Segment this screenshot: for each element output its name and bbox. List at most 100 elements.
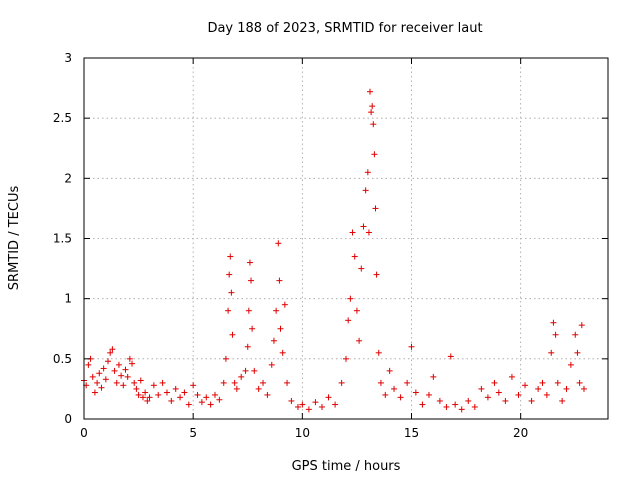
- data-point-marker: [276, 277, 283, 284]
- data-point-marker: [554, 379, 561, 386]
- data-point-marker: [139, 394, 146, 401]
- data-point-marker: [412, 389, 419, 396]
- x-axis-ticks: 0 5 10 15 20: [80, 58, 528, 440]
- data-point-marker: [502, 397, 509, 404]
- data-point-marker: [356, 337, 363, 344]
- data-point-marker: [447, 353, 454, 360]
- data-points: [81, 88, 587, 413]
- data-point-marker: [528, 397, 535, 404]
- y-tick-label: 2.5: [53, 111, 72, 125]
- data-point-marker: [249, 325, 256, 332]
- data-point-marker: [397, 394, 404, 401]
- data-point-marker: [443, 403, 450, 410]
- data-point-marker: [312, 399, 319, 406]
- data-point-marker: [365, 229, 372, 236]
- data-point-marker: [113, 379, 120, 386]
- data-point-marker: [212, 391, 218, 398]
- data-point-marker: [294, 403, 301, 410]
- data-point-marker: [245, 307, 252, 314]
- data-point-marker: [370, 121, 377, 128]
- data-point-marker: [419, 401, 426, 408]
- data-point-marker: [231, 379, 238, 386]
- data-point-marker: [349, 229, 356, 236]
- data-point-marker: [391, 385, 398, 392]
- data-point-marker: [181, 389, 188, 396]
- data-point-marker: [107, 349, 114, 356]
- data-point-marker: [190, 382, 197, 389]
- y-tick-label: 0: [64, 412, 72, 426]
- data-point-marker: [207, 401, 214, 408]
- data-point-marker: [522, 382, 529, 389]
- data-point-marker: [273, 307, 280, 314]
- data-point-marker: [109, 346, 116, 353]
- data-point-marker: [408, 343, 415, 350]
- data-point-marker: [246, 259, 253, 266]
- data-point-marker: [122, 366, 129, 373]
- data-point-marker: [135, 391, 142, 398]
- data-point-marker: [194, 391, 201, 398]
- data-point-marker: [552, 331, 559, 338]
- data-point-marker: [118, 372, 125, 379]
- data-point-marker: [225, 307, 232, 314]
- data-point-marker: [351, 253, 358, 260]
- data-point-marker: [543, 391, 550, 398]
- data-point-marker: [155, 391, 162, 398]
- data-point-marker: [491, 379, 498, 386]
- data-point-marker: [539, 379, 546, 386]
- data-point-marker: [495, 389, 502, 396]
- data-point-marker: [129, 360, 136, 367]
- data-point-marker: [373, 271, 380, 278]
- x-tick-label: 15: [404, 426, 419, 440]
- data-point-marker: [275, 240, 282, 247]
- data-point-marker: [288, 397, 295, 404]
- data-point-marker: [360, 223, 367, 230]
- data-point-marker: [305, 406, 312, 413]
- data-point-marker: [382, 391, 389, 398]
- data-point-marker: [375, 349, 382, 356]
- data-point-marker: [458, 406, 465, 413]
- data-point-marker: [574, 349, 581, 356]
- data-point-marker: [343, 355, 349, 362]
- data-point-marker: [120, 382, 127, 389]
- data-point-marker: [126, 355, 133, 362]
- data-point-marker: [251, 367, 258, 374]
- data-point-marker: [338, 379, 345, 386]
- data-point-marker: [436, 397, 443, 404]
- data-point-marker: [203, 394, 210, 401]
- data-point-marker: [576, 379, 583, 386]
- data-point-marker: [371, 151, 378, 158]
- data-point-marker: [94, 379, 101, 386]
- data-point-marker: [227, 253, 234, 260]
- data-point-marker: [318, 403, 325, 410]
- data-point-marker: [369, 103, 376, 110]
- y-tick-label: 1: [64, 292, 72, 306]
- data-point-marker: [172, 385, 179, 392]
- data-point-marker: [550, 319, 557, 326]
- data-point-marker: [131, 379, 138, 386]
- data-point-marker: [242, 367, 249, 374]
- data-point-marker: [238, 373, 245, 380]
- data-point-marker: [177, 394, 184, 401]
- data-point-marker: [124, 373, 131, 380]
- data-point-marker: [386, 367, 393, 374]
- data-point-marker: [233, 385, 240, 392]
- data-point-marker: [332, 401, 339, 408]
- data-point-marker: [471, 403, 478, 410]
- data-point-marker: [198, 399, 205, 406]
- data-point-marker: [222, 355, 229, 362]
- data-point-marker: [98, 384, 105, 391]
- y-tick-label: 1.5: [53, 232, 72, 246]
- data-point-marker: [185, 401, 192, 408]
- data-point-marker: [91, 389, 98, 396]
- data-point-marker: [367, 88, 374, 95]
- data-point-marker: [216, 396, 223, 403]
- data-point-marker: [353, 307, 360, 314]
- data-point-marker: [277, 325, 284, 332]
- data-point-marker: [248, 277, 255, 284]
- data-point-marker: [563, 385, 570, 392]
- data-point-marker: [452, 401, 459, 408]
- data-point-marker: [268, 361, 275, 368]
- y-tick-label: 0.5: [53, 352, 72, 366]
- y-axis-ticks: 0 0.5 1 1.5 2 2.5 3: [53, 51, 608, 426]
